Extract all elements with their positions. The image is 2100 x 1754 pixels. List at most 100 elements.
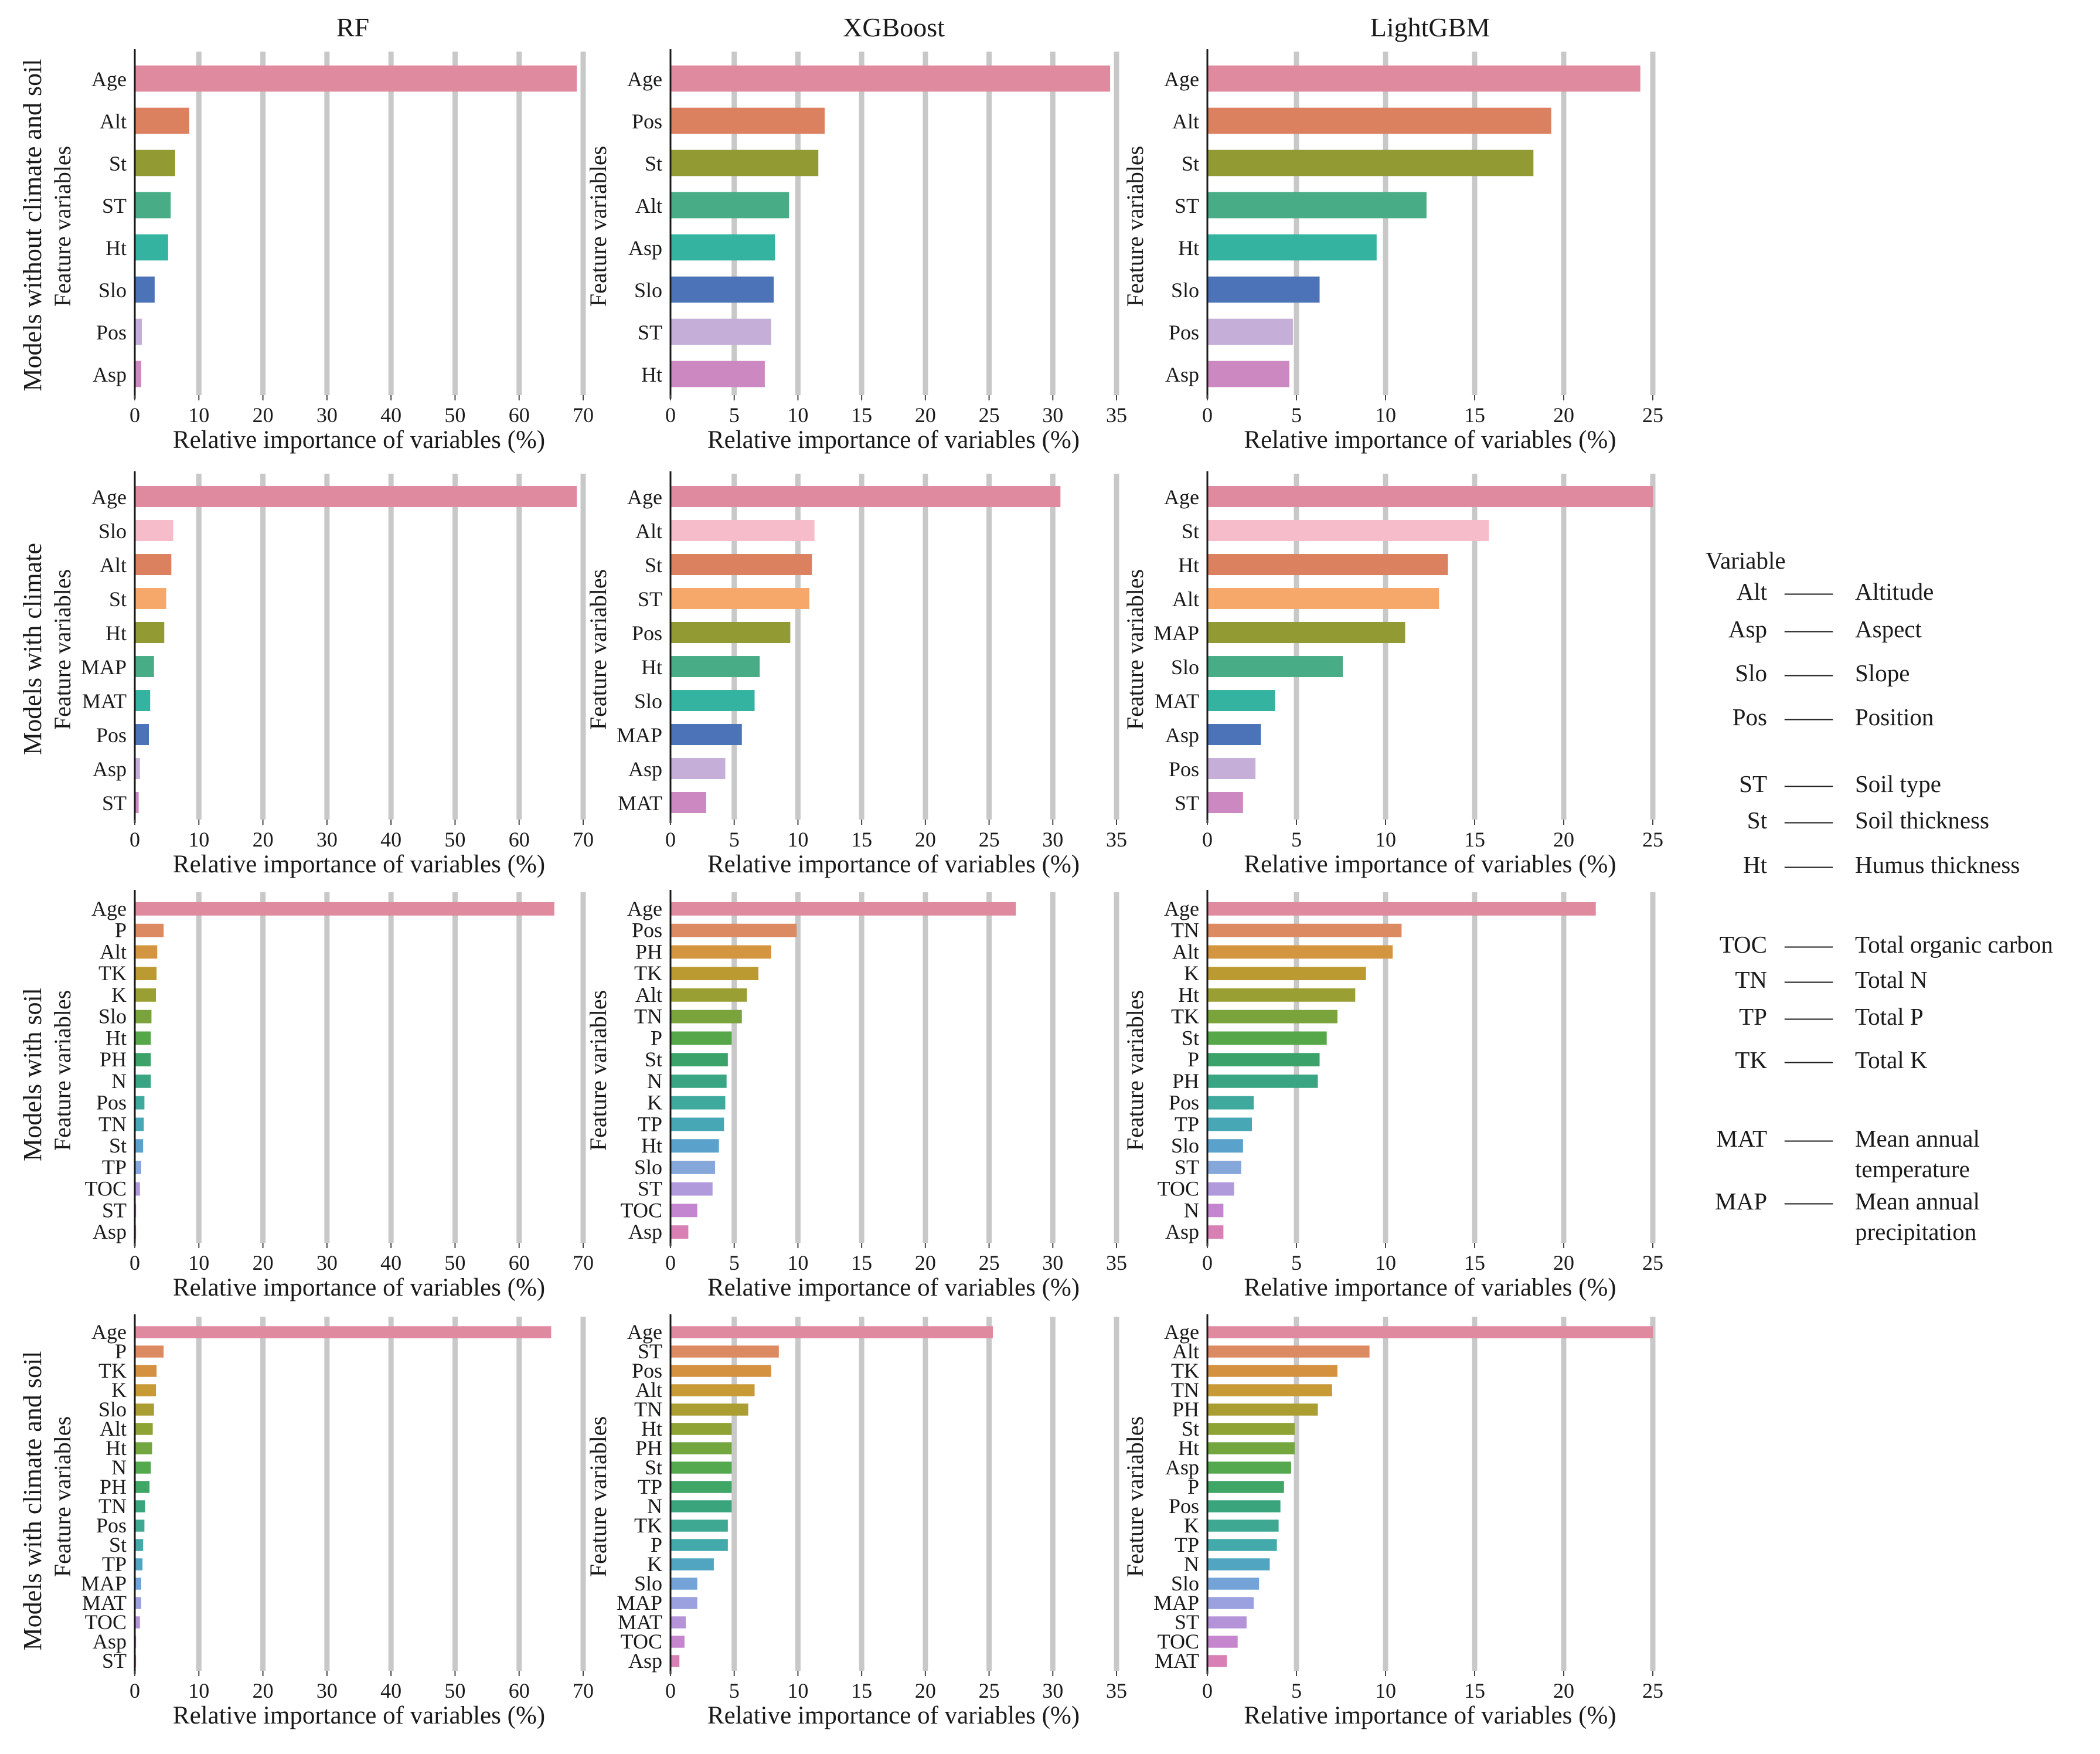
legend-code: Alt: [1737, 578, 1768, 605]
category-label: Ht: [105, 621, 127, 645]
legend-dash: ——: [1784, 1046, 1833, 1073]
x-axis-label: Relative importance of variables (%): [1244, 426, 1616, 454]
tick-label: 10: [787, 1251, 808, 1274]
category-label: Asp: [93, 1220, 127, 1243]
tick-label: 30: [316, 1251, 338, 1274]
category-label: Pos: [632, 110, 662, 133]
category-label: TOC: [85, 1610, 127, 1634]
bar-ht: [135, 234, 168, 261]
category-label: Slo: [1171, 655, 1199, 679]
tick-label: 10: [1375, 828, 1396, 851]
category-label: TN: [98, 1494, 127, 1518]
category-label: TK: [634, 1514, 662, 1537]
tick-label: 40: [380, 828, 401, 851]
tick-label: 20: [253, 1251, 274, 1274]
bar-tk: [670, 967, 759, 981]
x-axis-label: Relative importance of variables (%): [1244, 1702, 1616, 1729]
category-label: MAP: [1153, 1591, 1199, 1614]
tick-label: 25: [979, 828, 1000, 851]
bar-alt: [1207, 945, 1393, 959]
tick-label: 20: [253, 1679, 274, 1702]
category-label: P: [115, 1340, 127, 1363]
tick-label: 60: [509, 1679, 530, 1702]
row-titles: Models without climate and soil Models w…: [18, 59, 47, 1650]
bar-alt: [670, 988, 747, 1002]
category-label: Asp: [93, 1630, 127, 1653]
category-label: Alt: [100, 110, 127, 133]
legend-code: MAP: [1715, 1188, 1767, 1215]
bar-slo: [135, 1403, 154, 1416]
category-label: Pos: [96, 723, 127, 747]
tick-label: 10: [188, 828, 209, 851]
tick-label: 30: [316, 1679, 338, 1702]
bar-age: [135, 486, 577, 507]
category-label: ST: [102, 194, 127, 217]
legend-description: Slope: [1855, 660, 1910, 686]
legend-description: Mean annual precipitation: [1855, 1188, 1980, 1245]
category-label: Pos: [632, 1359, 662, 1382]
bar-k: [135, 988, 156, 1002]
bar-slo: [135, 520, 173, 541]
bar-alt: [1207, 107, 1551, 134]
category-label: ST: [1175, 1155, 1199, 1179]
legend-entry-asp: Asp —— Aspect: [1728, 616, 1922, 643]
tick-label: 15: [851, 1251, 872, 1274]
tick-label: 70: [573, 1251, 594, 1274]
tick-label: 60: [509, 828, 530, 851]
bar-st: [1207, 1160, 1241, 1174]
tick-label: 30: [316, 828, 338, 851]
bar-pos: [1207, 1096, 1254, 1110]
tick-label: 50: [444, 403, 465, 427]
bar-asp: [670, 758, 726, 779]
legend-description: Humus thickness: [1855, 851, 2020, 878]
x-axis-label: Relative importance of variables (%): [1244, 851, 1616, 878]
legend-entry-ht: Ht —— Humus thickness: [1743, 851, 2020, 878]
bar-tk: [1207, 1009, 1337, 1024]
bar-pos: [1207, 318, 1293, 345]
legend-description: Total K: [1855, 1046, 1928, 1073]
bar-n: [670, 1074, 727, 1088]
category-label: TK: [634, 961, 662, 985]
bar-map: [1207, 1597, 1254, 1609]
category-label: Pos: [632, 919, 662, 942]
bar-pos: [670, 622, 791, 643]
category-label: Alt: [635, 194, 662, 217]
x-axis-label: Relative importance of variables (%): [173, 1702, 545, 1729]
category-label: Alt: [100, 1417, 127, 1440]
legend-description: Total P: [1855, 1003, 1924, 1030]
bar-n: [1207, 1558, 1270, 1571]
bar-tp: [1207, 1539, 1277, 1551]
category-label: Alt: [635, 1378, 662, 1402]
tick-label: 10: [787, 828, 808, 851]
y-axis-label: Feature variables: [1122, 146, 1148, 307]
bar-st: [670, 1053, 728, 1067]
category-label: Age: [627, 1320, 662, 1344]
bar-st: [1207, 1616, 1247, 1629]
category-label: St: [109, 1533, 127, 1556]
category-label: Age: [1164, 897, 1199, 920]
category-label: PH: [100, 1048, 127, 1071]
bar-age: [135, 902, 554, 916]
tick-label: 0: [1202, 828, 1213, 851]
tick-label: 15: [1464, 1251, 1485, 1274]
category-label: Pos: [632, 621, 662, 645]
bar-p: [135, 1345, 164, 1358]
tick-label: 30: [316, 403, 338, 427]
tick-label: 10: [787, 1679, 808, 1702]
bar-toc: [1207, 1182, 1234, 1196]
category-label: ST: [1175, 791, 1199, 815]
category-label: ST: [638, 587, 662, 611]
bar-asp: [1207, 724, 1261, 745]
bar-ht: [670, 361, 765, 387]
bar-ht: [135, 1031, 151, 1045]
tick-label: 40: [380, 1251, 401, 1274]
category-label: ST: [1175, 194, 1199, 217]
tick-label: 25: [979, 1679, 1000, 1702]
legend-code: Pos: [1733, 703, 1767, 730]
category-label: TOC: [621, 1630, 662, 1653]
category-label: Asp: [628, 1649, 662, 1673]
bar-mat: [135, 1597, 141, 1609]
category-label: MAP: [617, 723, 662, 747]
